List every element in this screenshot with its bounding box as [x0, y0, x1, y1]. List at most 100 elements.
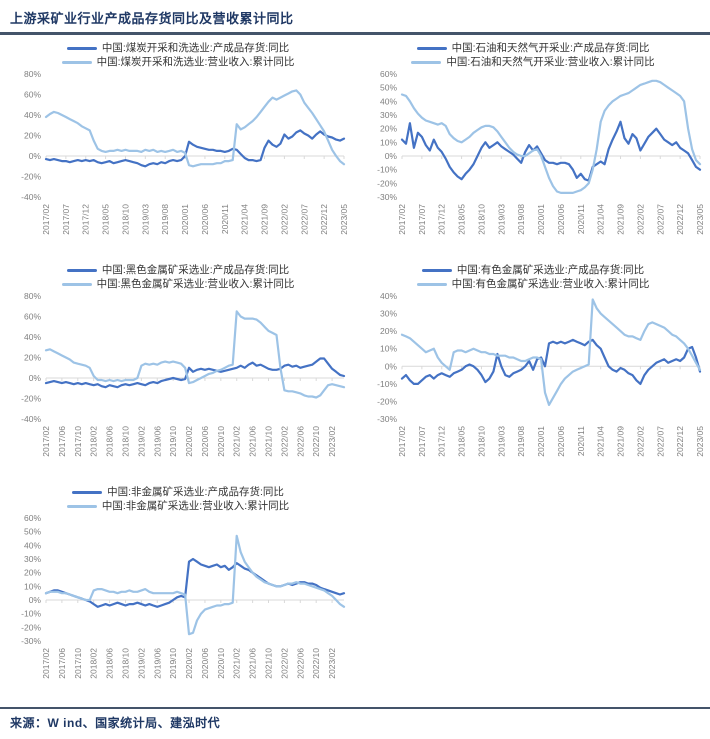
y-axis-label: 20% — [380, 124, 397, 134]
x-axis-label: 2021/04 — [596, 426, 606, 457]
legend-label: 中国:石油和天然气开采业:产成品存货:同比 — [451, 42, 650, 54]
y-axis-label: 30% — [380, 110, 397, 120]
source-note: 来源：W ind、国家统计局、建泓时代 — [10, 716, 221, 730]
x-axis-label: 2021/09 — [616, 426, 626, 457]
x-axis-label: 2020/01 — [536, 204, 546, 235]
x-axis-label: 2018/05 — [457, 204, 467, 235]
legend-label: 中国:有色金属矿采选业:营业收入:累计同比 — [451, 278, 650, 290]
x-axis-label: 2020/11 — [576, 204, 586, 234]
inventory-series-line — [400, 120, 702, 182]
y-axis-label: 0% — [385, 151, 398, 161]
x-axis-label: 2021/10 — [264, 648, 274, 679]
x-axis-label: 2023/05 — [695, 204, 705, 235]
y-axis-label: 10% — [380, 137, 397, 147]
y-axis-label: -20% — [377, 178, 397, 188]
y-axis-label: 40% — [24, 332, 41, 342]
x-axis-label: 2020/01 — [180, 204, 190, 235]
x-axis-label: 2023/02 — [327, 648, 337, 679]
y-axis-label: 40% — [24, 110, 41, 120]
x-axis-label: 2019/03 — [496, 204, 506, 235]
x-axis-label: 2022/12 — [319, 204, 329, 235]
x-axis-label: 2018/10 — [476, 426, 486, 457]
x-axis-label: 2022/12 — [675, 426, 685, 457]
legend-label: 中国:非金属矿采选业:营业收入:累计同比 — [101, 500, 290, 512]
legend-item: 中国:非金属矿采选业:产成品存货:同比 — [72, 485, 284, 499]
x-axis-label: 2019/10 — [168, 648, 178, 679]
chart-legend: 中国:非金属矿采选业:产成品存货:同比 中国:非金属矿采选业:营业收入:累计同比 — [0, 485, 356, 513]
x-axis-label: 2021/10 — [264, 426, 274, 457]
x-axis-label: 2018/02 — [89, 648, 99, 679]
x-axis-label: 2021/04 — [596, 204, 606, 235]
x-axis-label: 2021/04 — [240, 204, 250, 235]
legend-item: 中国:煤炭开采和洗选业:营业收入:累计同比 — [61, 55, 295, 69]
x-axis-label: 2017/06 — [57, 648, 67, 679]
y-axis-label: -20% — [21, 172, 41, 182]
y-axis-label: 40% — [380, 291, 397, 301]
x-axis-label: 2018/10 — [120, 204, 130, 235]
x-axis-label: 2020/02 — [184, 648, 194, 679]
x-axis-label: 2021/09 — [616, 204, 626, 235]
x-axis-label: 2019/02 — [136, 648, 146, 679]
x-axis-label: 2017/10 — [73, 426, 83, 457]
chart-legend: 中国:有色金属矿采选业:产成品存货:同比 中国:有色金属矿采选业:营业收入:累计同… — [356, 263, 710, 291]
x-axis-label: 2017/10 — [73, 648, 83, 679]
revenue-line-swatch — [61, 60, 92, 64]
x-axis-label: 2021/02 — [232, 426, 242, 457]
legend-label: 中国:有色金属矿采选业:产成品存货:同比 — [456, 264, 645, 276]
y-axis-label: 10% — [380, 344, 397, 354]
x-axis-label: 2019/03 — [496, 426, 506, 457]
y-axis-label: 50% — [24, 527, 41, 537]
x-axis-label: 2018/10 — [120, 648, 130, 679]
y-axis-label: 0% — [29, 151, 42, 161]
chart-legend: 中国:黑色金属矿采选业:产成品存货:同比 中国:黑色金属矿采选业:营业收入:累计同… — [0, 263, 356, 291]
y-axis-label: 60% — [24, 513, 41, 523]
x-axis-label: 2022/02 — [279, 204, 289, 235]
x-axis-label: 2022/02 — [279, 426, 289, 457]
chart-ferrous-metal: 中国:黑色金属矿采选业:产成品存货:同比 中国:黑色金属矿采选业:营业收入:累计同… — [0, 261, 356, 483]
x-axis-label: 2017/07 — [417, 426, 427, 457]
chart-legend: 中国:石油和天然气开采业:产成品存货:同比 中国:石油和天然气开采业:营业收入:累… — [356, 41, 710, 69]
x-axis-label: 2020/06 — [200, 648, 210, 679]
legend-item: 中国:煤炭开采和洗选业:产成品存货:同比 — [66, 41, 289, 55]
x-axis-label: 2017/02 — [397, 426, 407, 457]
y-axis-label: 10% — [24, 581, 41, 591]
chart-coal: 中国:煤炭开采和洗选业:产成品存货:同比 中国:煤炭开采和洗选业:营业收入:累计同… — [0, 39, 356, 261]
revenue-series-line — [400, 79, 702, 195]
revenue-line-swatch — [416, 282, 447, 286]
x-axis-label: 2020/11 — [220, 204, 230, 234]
x-axis-label: 2017/02 — [41, 426, 51, 457]
x-axis-label: 2017/12 — [81, 204, 91, 235]
x-axis-label: 2017/02 — [41, 204, 51, 235]
x-axis-label: 2021/06 — [248, 426, 258, 457]
x-axis-label: 2020/06 — [556, 204, 566, 235]
x-axis-label: 2018/06 — [105, 648, 115, 679]
y-axis-label: -20% — [377, 396, 397, 406]
x-axis-label: 2017/12 — [437, 204, 447, 235]
y-axis-label: 60% — [24, 312, 41, 322]
chart-plot: 40% 30% 20% 10% 0% -10% -20% -30%2017/02 2017/07… — [377, 291, 705, 457]
revenue-series-line — [44, 534, 346, 636]
y-axis-label: 40% — [24, 540, 41, 550]
y-axis-label: -40% — [21, 414, 41, 424]
legend-item: 中国:有色金属矿采选业:产成品存货:同比 — [421, 263, 645, 277]
x-axis-label: 2021/02 — [232, 648, 242, 679]
x-axis-label: 2020/11 — [576, 426, 586, 456]
legend-item: 中国:黑色金属矿采选业:营业收入:累计同比 — [61, 277, 294, 291]
revenue-series-line — [400, 298, 702, 407]
x-axis-label: 2017/06 — [57, 426, 67, 457]
x-axis-label: 2017/12 — [437, 426, 447, 457]
y-axis-label: -40% — [21, 192, 41, 202]
legend-label: 中国:石油和天然气开采业:营业收入:累计同比 — [446, 56, 655, 68]
x-axis-label: 2023/02 — [327, 426, 337, 457]
y-axis-label: -10% — [21, 609, 41, 619]
x-axis-label: 2023/05 — [339, 204, 349, 235]
y-axis-label: 0% — [29, 595, 42, 605]
chart-oil-gas: 中国:石油和天然气开采业:产成品存货:同比 中国:石油和天然气开采业:营业收入:累… — [356, 39, 710, 261]
legend-label: 中国:煤炭开采和洗选业:营业收入:累计同比 — [96, 56, 295, 68]
x-axis-label: 2018/05 — [457, 426, 467, 457]
chart-legend: 中国:煤炭开采和洗选业:产成品存货:同比 中国:煤炭开采和洗选业:营业收入:累计同… — [0, 41, 356, 69]
revenue-series-line — [44, 310, 346, 399]
x-axis-label: 2022/07 — [655, 426, 665, 457]
x-axis-label: 2020/06 — [200, 204, 210, 235]
